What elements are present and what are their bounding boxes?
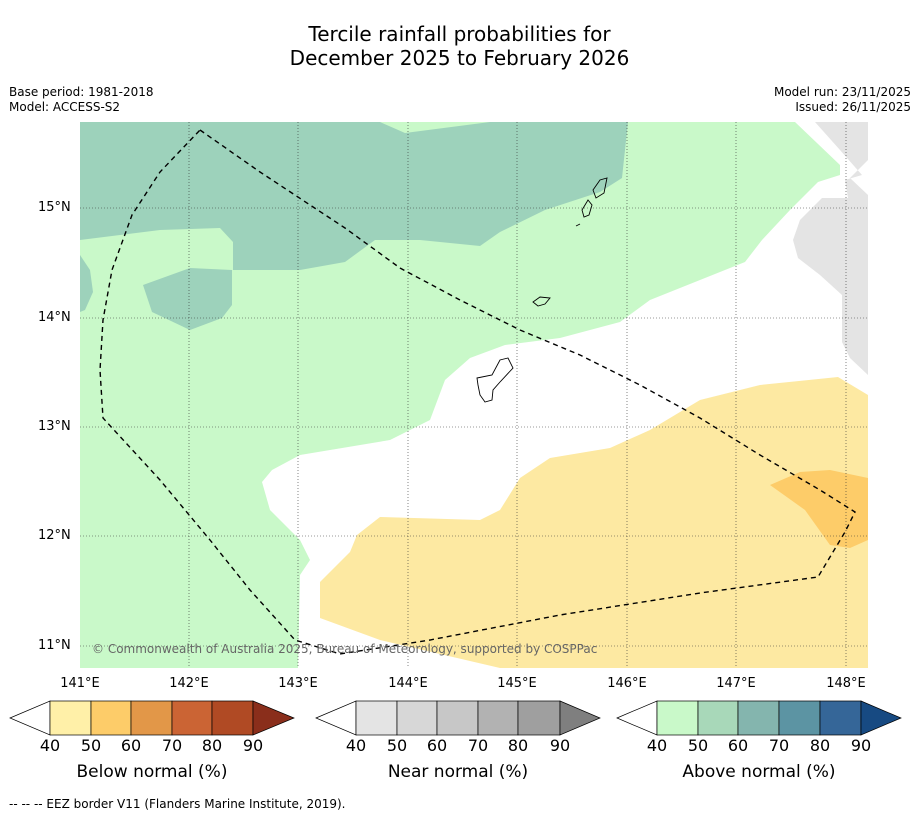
colorbar-below-swatch-2 [130, 700, 173, 736]
lon-label-145: 145°E [497, 676, 537, 691]
colorbar-near-lower-arrow [315, 700, 357, 736]
cb-below-tick-70: 70 [161, 736, 183, 755]
lon-label-147: 147°E [716, 676, 756, 691]
map-area: © Commonwealth of Australia 2025, Bureau… [80, 122, 868, 668]
below-normal-40-region [320, 377, 868, 668]
lat-label-11: 11°N [38, 638, 71, 653]
lon-label-143: 143°E [278, 676, 318, 691]
colorbar-above-title: Above normal (%) [682, 762, 836, 782]
chart-title: Tercile rainfall probabilities for Decem… [0, 22, 919, 70]
below-normal-50-region [770, 470, 868, 548]
cb-below-tick-60: 60 [120, 736, 142, 755]
colorbar-near [315, 700, 601, 736]
cb-above-tick-80: 80 [809, 736, 831, 755]
cb-above-tick-50: 50 [687, 736, 709, 755]
island-rota [532, 296, 551, 307]
island-aguijan [575, 223, 581, 227]
lon-label-142: 142°E [169, 676, 209, 691]
cb-near-tick-90: 90 [549, 736, 571, 755]
cb-above-tick-70: 70 [768, 736, 790, 755]
lon-label-146: 146°E [607, 676, 647, 691]
lat-label-14: 14°N [38, 310, 71, 325]
colorbar-below-swatch-1 [90, 700, 132, 736]
colorbar-above-swatch-4 [819, 700, 862, 736]
cb-below-tick-90: 90 [242, 736, 264, 755]
cb-below-tick-50: 50 [80, 736, 102, 755]
colorbar-below-swatch-3 [171, 700, 213, 736]
footnote-eez: -- -- -- EEZ border V11 (Flanders Marine… [9, 797, 346, 811]
colorbar-above-swatch-0 [656, 700, 699, 736]
colorbar-above-lower-arrow [616, 700, 658, 736]
model-run: Model run: 23/11/2025 [773, 85, 911, 99]
colorbar-below-title: Below normal (%) [76, 762, 228, 782]
island-tinian [581, 199, 593, 218]
colorbar-near-swatch-0 [355, 700, 398, 736]
colorbar-below-swatch-5 [252, 700, 295, 736]
cb-near-tick-50: 50 [386, 736, 408, 755]
cb-near-tick-70: 70 [467, 736, 489, 755]
colorbar-below-swatch-4 [211, 700, 254, 736]
eez-border [99, 129, 856, 655]
lat-label-15: 15°N [38, 200, 71, 215]
graticule [80, 122, 868, 668]
above-normal-50-region [80, 122, 628, 270]
colorbar-above-swatch-5 [860, 700, 902, 736]
island-outlines [476, 177, 608, 403]
lat-label-13: 13°N [38, 419, 71, 434]
model-name: Model: ACCESS-S2 [9, 100, 121, 114]
title-line-1: Tercile rainfall probabilities for [308, 22, 611, 46]
colorbar-near-swatch-4 [517, 700, 561, 736]
island-saipan [592, 177, 608, 199]
near-normal-40-region [793, 122, 868, 375]
colorbar-below-swatch-0 [49, 700, 92, 736]
cb-below-tick-80: 80 [201, 736, 223, 755]
colorbar-above-swatch-3 [778, 700, 821, 736]
above-normal-50-edge [80, 255, 93, 312]
colorbar-near-swatch-1 [396, 700, 438, 736]
colorbar-above-swatch-1 [697, 700, 739, 736]
lat-label-12: 12°N [38, 528, 71, 543]
meta-left: Base period: 1981-2018 Model: ACCESS-S2 [9, 85, 154, 115]
cb-near-tick-40: 40 [345, 736, 367, 755]
cb-near-tick-80: 80 [507, 736, 529, 755]
colorbar-below-lower-arrow [9, 700, 51, 736]
issued-date: Issued: 26/11/2025 [795, 100, 911, 114]
above-normal-50-patch [143, 268, 232, 330]
cb-above-tick-90: 90 [850, 736, 872, 755]
base-period: Base period: 1981-2018 [9, 85, 154, 99]
meta-right: Model run: 23/11/2025 Issued: 26/11/2025 [774, 85, 911, 115]
lon-label-148: 148°E [826, 676, 866, 691]
cb-above-tick-40: 40 [646, 736, 668, 755]
colorbar-below [9, 700, 295, 736]
island-guam [476, 357, 514, 403]
colorbar-near-swatch-2 [436, 700, 479, 736]
cb-below-tick-40: 40 [39, 736, 61, 755]
title-line-2: December 2025 to February 2026 [289, 46, 630, 70]
colorbar-near-swatch-3 [477, 700, 519, 736]
copyright-text: © Commonwealth of Australia 2025, Bureau… [92, 642, 597, 656]
colorbar-near-title: Near normal (%) [387, 762, 529, 782]
cb-above-tick-60: 60 [727, 736, 749, 755]
colorbar-above [616, 700, 902, 736]
lon-label-141: 141°E [60, 676, 100, 691]
colorbar-near-swatch-5 [559, 700, 601, 736]
lon-label-144: 144°E [388, 676, 428, 691]
colorbar-above-swatch-2 [737, 700, 780, 736]
cb-near-tick-60: 60 [426, 736, 448, 755]
